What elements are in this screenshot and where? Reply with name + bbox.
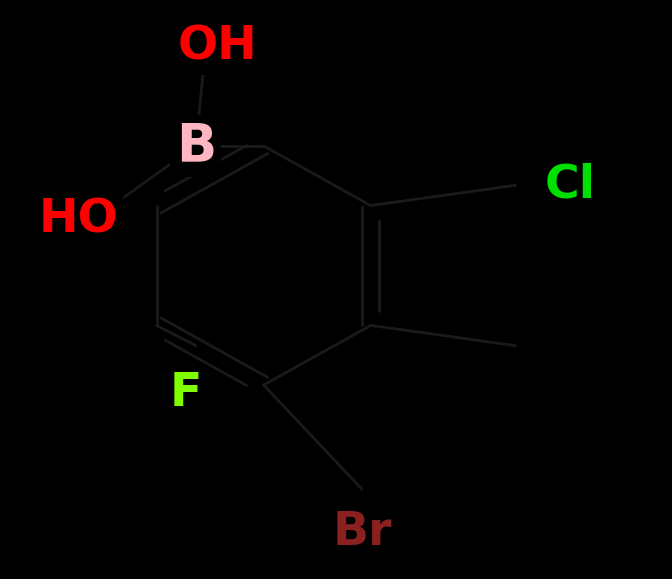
Text: B: B — [176, 120, 216, 172]
Text: OH: OH — [177, 25, 257, 70]
Text: Br: Br — [333, 510, 392, 555]
Text: Cl: Cl — [545, 163, 596, 208]
Text: HO: HO — [38, 197, 118, 243]
Text: F: F — [169, 371, 202, 416]
